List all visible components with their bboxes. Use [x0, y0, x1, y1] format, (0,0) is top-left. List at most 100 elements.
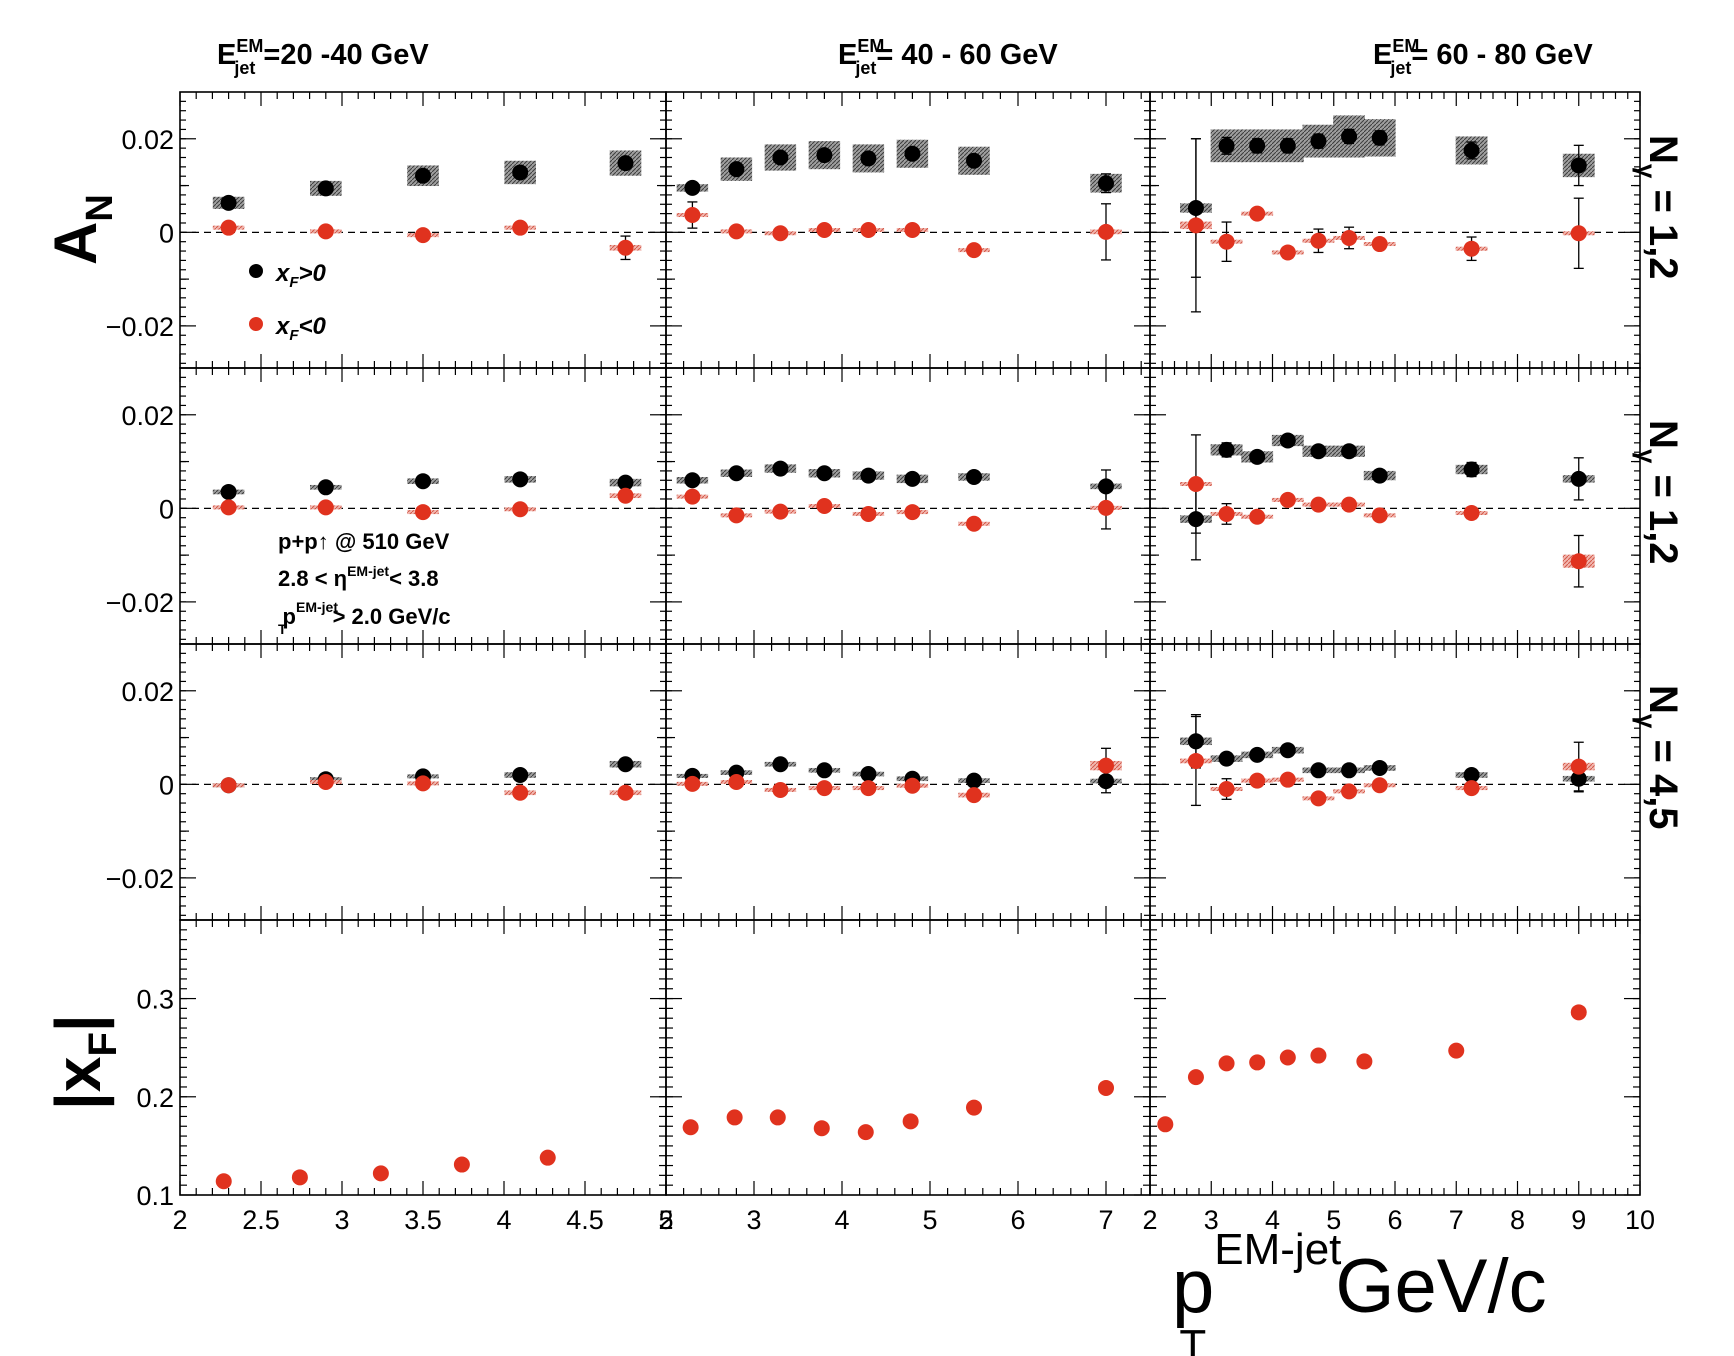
point-xf-neg: [860, 780, 877, 797]
point-xf-neg: [1187, 476, 1204, 493]
y-tick-label: 0: [159, 218, 174, 248]
point-xf-pos: [1463, 461, 1480, 478]
xf-point: [1098, 1079, 1114, 1096]
point-xf-neg: [415, 775, 431, 792]
point-xf-pos: [1218, 750, 1235, 767]
point-xf-neg: [1218, 233, 1235, 250]
point-xf-neg: [220, 499, 237, 516]
xf-point: [453, 1156, 470, 1173]
point-xf-pos: [1371, 467, 1388, 484]
point-xf-pos: [1310, 762, 1327, 779]
point-xf-neg: [1570, 225, 1587, 242]
legend-label-xf-pos: xF>0: [274, 260, 327, 291]
point-xf-neg: [904, 504, 921, 521]
point-xf-neg: [1249, 508, 1266, 525]
panel-frame: [179, 919, 667, 1196]
x-tick-label: 3: [746, 1205, 761, 1235]
point-xf-pos: [816, 465, 833, 482]
point-xf-pos: [966, 468, 982, 485]
xf-point: [1310, 1047, 1327, 1064]
x-tick-label: 4.5: [566, 1205, 604, 1235]
y-tick-label: 0.02: [121, 677, 174, 707]
point-xf-neg: [1098, 223, 1114, 240]
column-title-2: EEM jet= 40 - 60 GeV: [838, 36, 1058, 78]
x-tick-label: 6: [1387, 1205, 1402, 1235]
point-xf-neg: [816, 222, 833, 238]
point-xf-pos: [684, 472, 701, 489]
column-title-1: EEM jet =20 -40 GeV: [217, 36, 429, 78]
xf-point: [291, 1169, 308, 1186]
y-tick-label: 0: [159, 494, 174, 524]
point-xf-pos: [1371, 759, 1388, 776]
point-xf-neg: [1463, 780, 1480, 797]
xf-point: [1187, 1069, 1204, 1086]
y-axis-title-an: AN: [42, 194, 121, 265]
y-tick-label: 0.02: [121, 125, 174, 155]
xf-point: [769, 1109, 786, 1126]
y-tick-label: 0.3: [136, 985, 174, 1015]
xf-point: [1249, 1054, 1266, 1071]
point-xf-pos: [512, 766, 529, 783]
point-xf-pos: [728, 161, 745, 178]
point-xf-pos: [1341, 443, 1358, 460]
info-line-1: p+p↑ @ 510 GeV: [278, 529, 450, 554]
point-xf-pos: [1341, 128, 1358, 145]
point-xf-pos: [415, 473, 431, 490]
point-xf-neg: [512, 501, 529, 518]
xf-point: [372, 1165, 389, 1182]
point-xf-neg: [1310, 790, 1327, 807]
point-xf-pos: [1310, 133, 1327, 150]
xf-point: [726, 1109, 743, 1126]
point-xf-neg: [728, 507, 745, 524]
point-xf-pos: [415, 167, 431, 184]
xf-point: [1570, 1004, 1587, 1021]
x-tick-label: 3: [334, 1205, 349, 1235]
point-xf-pos: [1249, 746, 1266, 763]
point-xf-neg: [684, 488, 701, 505]
xf-point: [1356, 1053, 1373, 1070]
point-xf-pos: [220, 194, 237, 211]
point-xf-neg: [860, 505, 877, 522]
x-axis-title: pEM-jet T GeV/c: [1172, 1225, 1547, 1356]
point-xf-pos: [1463, 766, 1480, 783]
xf-point: [539, 1149, 556, 1166]
point-xf-pos: [1218, 137, 1235, 154]
x-tick-label: 10: [1625, 1205, 1655, 1235]
point-xf-neg: [415, 504, 431, 521]
xf-point: [1157, 1116, 1174, 1133]
xf-point: [1448, 1042, 1465, 1059]
point-xf-neg: [966, 242, 982, 259]
point-xf-neg: [772, 225, 789, 242]
panel-frame: [665, 919, 1151, 1196]
x-tick-label: 2: [1142, 1205, 1157, 1235]
point-xf-neg: [1249, 205, 1266, 222]
point-xf-pos: [1570, 157, 1587, 174]
y-tick-label: 0.2: [136, 1083, 174, 1113]
legend: xF>0 xF<0: [249, 260, 327, 344]
point-xf-pos: [1218, 441, 1235, 458]
point-xf-pos: [220, 483, 237, 500]
point-xf-pos: [816, 147, 833, 164]
point-xf-neg: [728, 774, 745, 790]
x-tick-label: 5: [658, 1205, 673, 1235]
point-xf-neg: [1279, 771, 1296, 788]
point-xf-pos: [860, 766, 877, 783]
info-block: p+p↑ @ 510 GeV 2.8 < ηEM-jet< 3.8 pEM-je…: [278, 529, 451, 637]
y-tick-label: 0.1: [136, 1181, 174, 1211]
xf-point: [813, 1120, 830, 1137]
point-xf-neg: [1310, 232, 1327, 249]
point-xf-neg: [317, 223, 334, 240]
x-tick-label: 3: [1204, 1205, 1219, 1235]
row-label-3: Nγ = 4,5: [1632, 685, 1685, 830]
point-xf-neg: [317, 774, 334, 790]
point-xf-pos: [1249, 137, 1266, 154]
x-tick-label: 7: [1098, 1205, 1113, 1235]
point-xf-neg: [860, 222, 877, 238]
legend-marker-xf-pos: [249, 264, 263, 278]
point-xf-pos: [966, 152, 982, 169]
point-xf-neg: [1279, 244, 1296, 261]
point-xf-pos: [617, 474, 634, 491]
point-xf-pos: [1249, 448, 1266, 465]
x-tick-label: 7: [1449, 1205, 1464, 1235]
